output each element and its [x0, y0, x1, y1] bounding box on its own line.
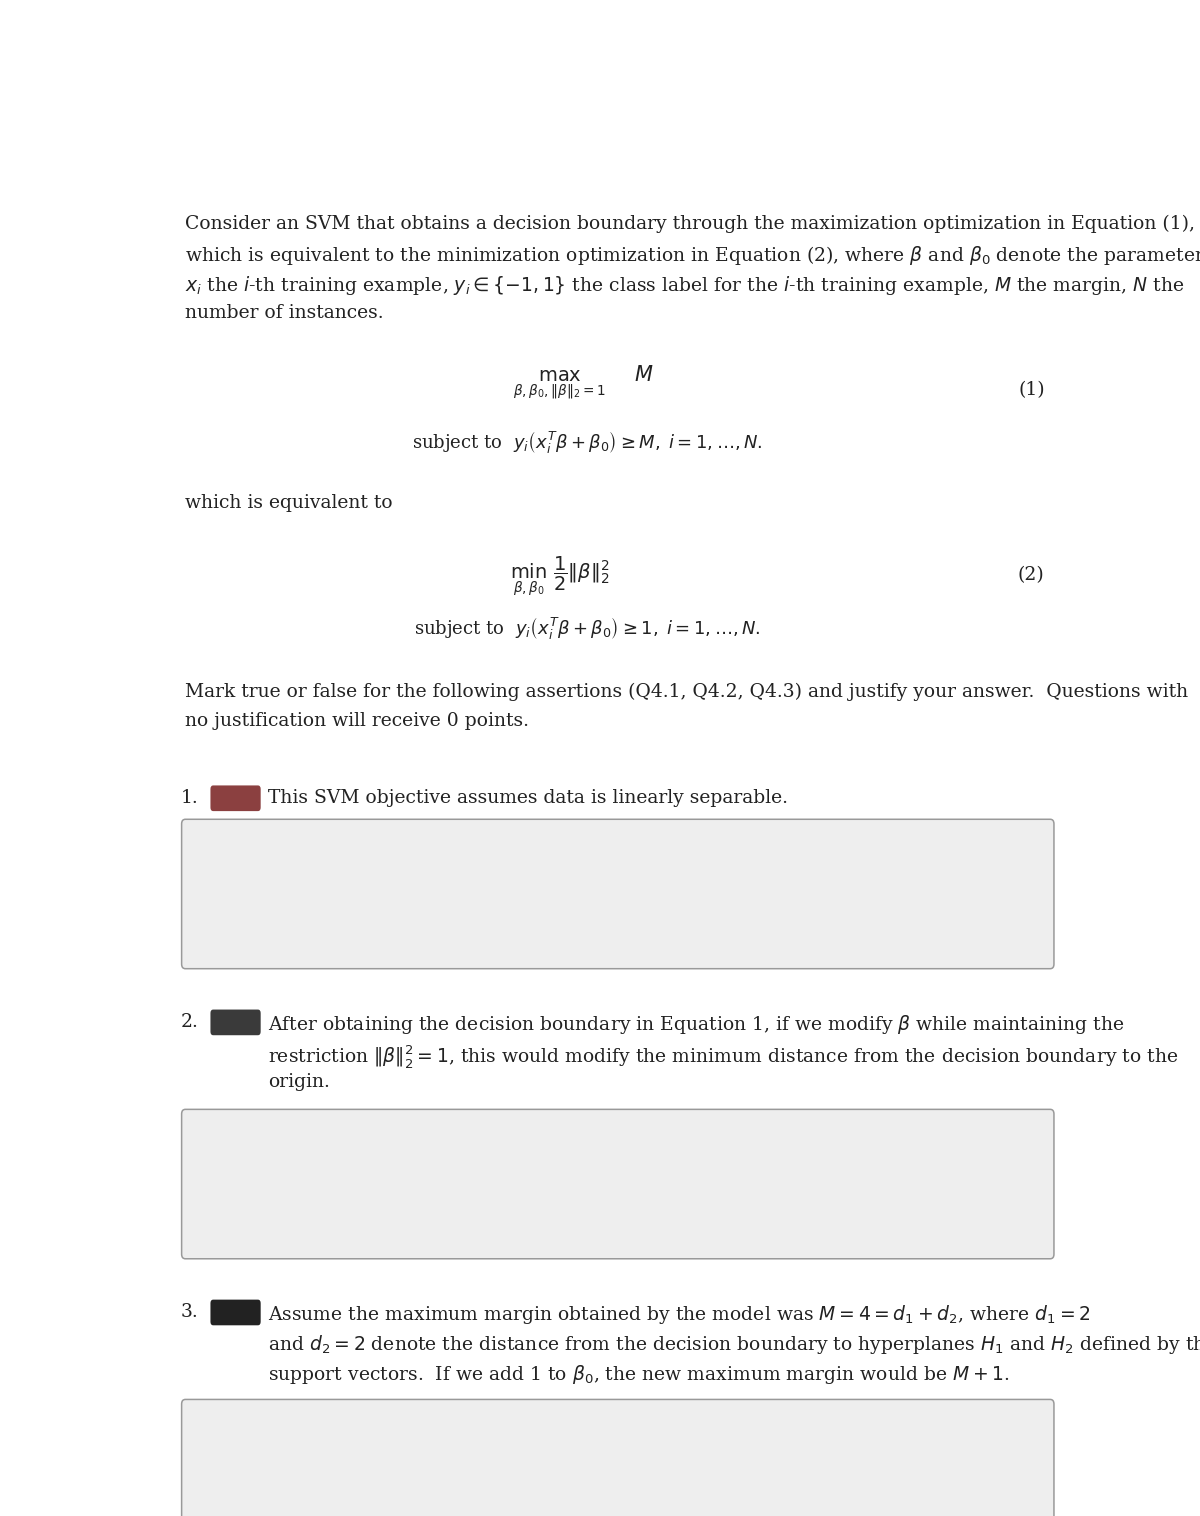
Text: After obtaining the decision boundary in Equation 1, if we modify $\beta$ while : After obtaining the decision boundary in… [268, 1013, 1124, 1035]
Text: Assume the maximum margin obtained by the model was $M = 4 = d_1 + d_2$, where $: Assume the maximum margin obtained by th… [268, 1304, 1091, 1326]
Text: $M$: $M$ [634, 365, 653, 385]
Text: 3.: 3. [181, 1304, 198, 1320]
FancyBboxPatch shape [210, 1010, 260, 1035]
Text: (1): (1) [1018, 381, 1045, 399]
Text: number of instances.: number of instances. [185, 303, 384, 321]
Text: 2.: 2. [181, 1013, 198, 1031]
Text: support vectors.  If we add 1 to $\beta_0$, the new maximum margin would be $M +: support vectors. If we add 1 to $\beta_0… [268, 1363, 1009, 1386]
Text: and $d_2 = 2$ denote the distance from the decision boundary to hyperplanes $H_1: and $d_2 = 2$ denote the distance from t… [268, 1333, 1200, 1355]
Text: $\underset{\beta,\beta_0}{\min}\ \dfrac{1}{2}\|\beta\|_2^2$: $\underset{\beta,\beta_0}{\min}\ \dfrac{… [510, 555, 608, 597]
Text: subject to  $y_i\left(x_i^T\beta + \beta_0\right) \geq 1,\; i = 1,\ldots,N.$: subject to $y_i\left(x_i^T\beta + \beta_… [414, 615, 761, 641]
FancyBboxPatch shape [210, 785, 260, 811]
FancyBboxPatch shape [181, 819, 1054, 969]
Text: $\underset{\beta,\beta_0,\|\beta\|_2=1}{\max}$: $\underset{\beta,\beta_0,\|\beta\|_2=1}{… [512, 368, 606, 402]
FancyBboxPatch shape [181, 1110, 1054, 1258]
Text: (2): (2) [1018, 567, 1045, 584]
Text: $x_i$ the $i$-th training example, $y_i \in \{-1, 1\}$ the class label for the $: $x_i$ the $i$-th training example, $y_i … [185, 274, 1184, 297]
Text: This SVM objective assumes data is linearly separable.: This SVM objective assumes data is linea… [268, 788, 788, 807]
Text: Consider an SVM that obtains a decision boundary through the maximization optimi: Consider an SVM that obtains a decision … [185, 215, 1195, 233]
Text: which is equivalent to the minimization optimization in Equation (2), where $\be: which is equivalent to the minimization … [185, 244, 1200, 267]
Text: origin.: origin. [268, 1073, 330, 1090]
Text: subject to  $y_i\left(x_i^T\beta + \beta_0\right) \geq M,\; i = 1,\ldots,N.$: subject to $y_i\left(x_i^T\beta + \beta_… [412, 429, 762, 455]
FancyBboxPatch shape [210, 1299, 260, 1325]
Text: no justification will receive 0 points.: no justification will receive 0 points. [185, 713, 529, 731]
FancyBboxPatch shape [181, 1399, 1054, 1516]
Text: restriction $\|\beta\|_2^2 = 1$, this would modify the minimum distance from the: restriction $\|\beta\|_2^2 = 1$, this wo… [268, 1043, 1178, 1070]
Text: which is equivalent to: which is equivalent to [185, 494, 392, 511]
Text: 1.: 1. [181, 788, 198, 807]
Text: Mark true or false for the following assertions (Q4.1, Q4.2, Q4.3) and justify y: Mark true or false for the following ass… [185, 682, 1188, 700]
